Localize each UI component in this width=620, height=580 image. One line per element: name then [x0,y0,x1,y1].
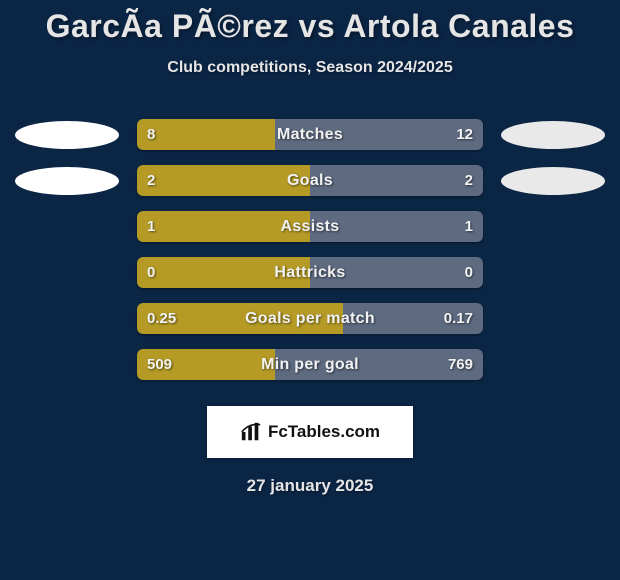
stat-row: 0Hattricks0 [0,257,620,288]
subtitle: Club competitions, Season 2024/2025 [0,59,620,77]
stat-row: 2Goals2 [0,165,620,196]
team-badge-left [15,167,119,195]
stat-name: Min per goal [137,349,483,380]
bar-chart-icon [240,421,262,443]
stat-bar: 0Hattricks0 [137,257,483,288]
stat-value-right: 769 [438,349,483,380]
stat-value-right: 1 [455,211,483,242]
stat-name: Assists [137,211,483,242]
stat-name: Hattricks [137,257,483,288]
stat-name: Goals [137,165,483,196]
stat-row: 0.25Goals per match0.17 [0,303,620,334]
generation-date: 27 january 2025 [0,476,620,496]
stats-list: 8Matches12 2Goals2 1Assists1 0Hattricks0 0.2… [0,119,620,380]
team-badge-right [501,167,605,195]
stat-value-right: 12 [446,119,483,150]
stat-row: 509Min per goal769 [0,349,620,380]
logo-text: FcTables.com [268,422,380,442]
stat-name: Goals per match [137,303,483,334]
team-badge-right [501,121,605,149]
page-title: GarcÃ­a PÃ©rez vs Artola Canales [0,0,620,45]
stat-bar: 0.25Goals per match0.17 [137,303,483,334]
stat-bar: 8Matches12 [137,119,483,150]
stat-bar: 1Assists1 [137,211,483,242]
stat-value-right: 0 [455,257,483,288]
fctables-logo[interactable]: FcTables.com [207,406,413,458]
stat-bar: 509Min per goal769 [137,349,483,380]
stat-name: Matches [137,119,483,150]
stat-row: 8Matches12 [0,119,620,150]
stat-row: 1Assists1 [0,211,620,242]
stat-value-right: 0.17 [434,303,483,334]
stat-bar: 2Goals2 [137,165,483,196]
team-badge-left [15,121,119,149]
stat-value-right: 2 [455,165,483,196]
comparison-canvas: GarcÃ­a PÃ©rez vs Artola Canales Club co… [0,0,620,580]
